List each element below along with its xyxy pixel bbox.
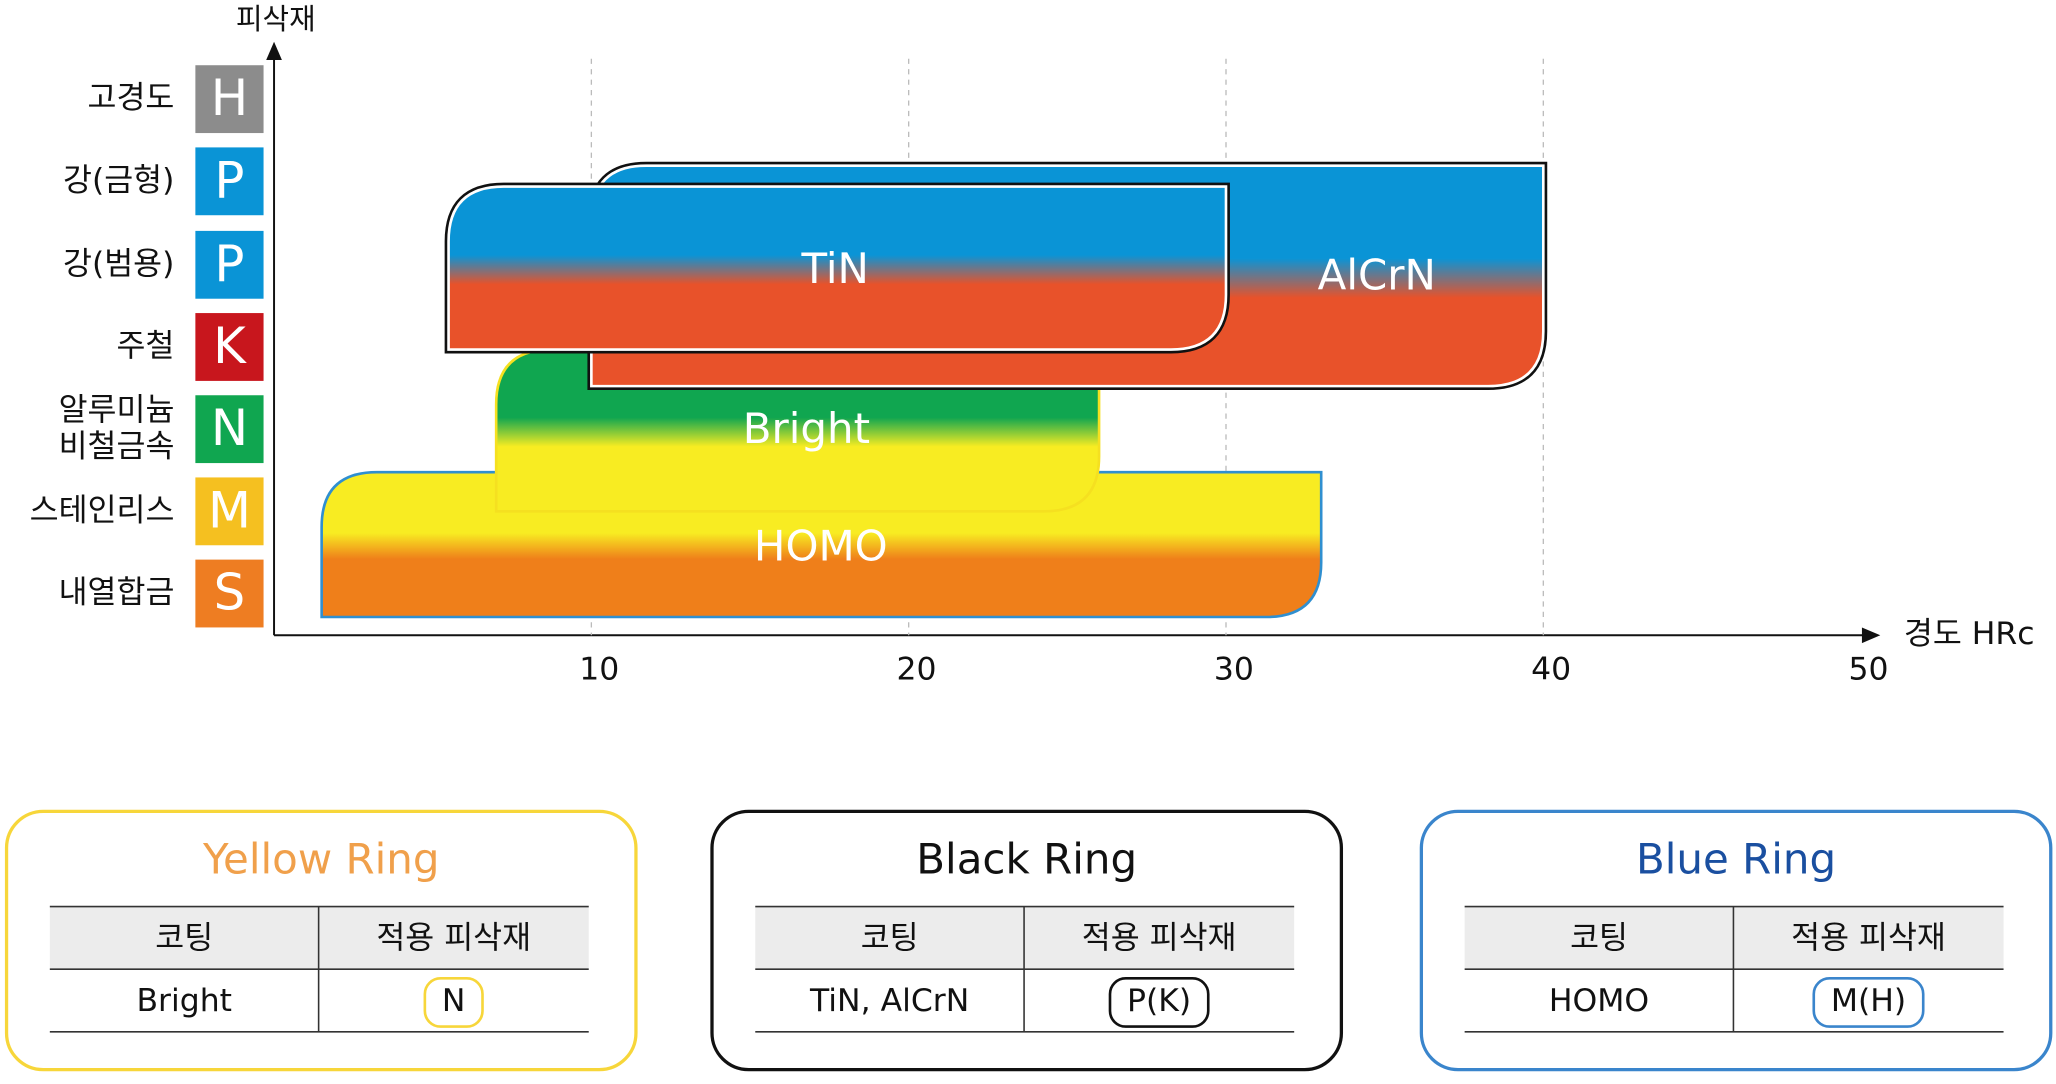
- value-pill: [1108, 977, 1210, 1028]
- row-label: 강(범용): [63, 246, 174, 282]
- y-axis-title: 피삭재: [236, 2, 316, 36]
- row-code-box: [195, 395, 264, 464]
- range-bar: [447, 185, 1228, 351]
- row-code-box: [195, 313, 264, 381]
- table-cell: M(H): [1831, 983, 1906, 1019]
- row-label: 강(금형): [63, 162, 174, 198]
- row-code-box: [195, 147, 264, 216]
- bar-label: TiN: [801, 244, 869, 293]
- table-cell: N: [442, 983, 466, 1019]
- bar-label: HOMO: [754, 522, 888, 571]
- x-tick-label: 40: [1531, 652, 1571, 688]
- row-code-box: [195, 65, 264, 134]
- x-tick-label: 10: [579, 652, 619, 688]
- row-code: H: [211, 69, 248, 127]
- row-code-box: [195, 559, 264, 628]
- x-arrow: [1861, 627, 1881, 644]
- ring-title: Black Ring: [916, 835, 1137, 884]
- table-cell: P(K): [1127, 983, 1191, 1019]
- table-header: 코팅: [861, 920, 919, 956]
- bar-label: AlCrN: [1318, 250, 1436, 299]
- row-label: 알루미늄: [59, 392, 175, 428]
- row-label: 스테인리스: [30, 492, 175, 528]
- row-code: P: [214, 152, 244, 210]
- row-code: S: [214, 564, 246, 622]
- table-cell: HOMO: [1549, 983, 1649, 1019]
- row-code: N: [211, 399, 248, 457]
- x-tick-label: 30: [1214, 652, 1254, 688]
- row-label: 고경도: [88, 80, 175, 116]
- table-header: 적용 피삭재: [376, 920, 531, 956]
- row-label: 내열합금: [59, 575, 175, 611]
- table-header: 적용 피삭재: [1082, 920, 1237, 956]
- table-cell: TiN, AlCrN: [809, 983, 969, 1019]
- y-arrow: [266, 41, 282, 61]
- row-code-box: [195, 477, 264, 546]
- value-pill: [423, 977, 484, 1028]
- ring-title: Yellow Ring: [202, 835, 440, 884]
- x-tick-label: 50: [1848, 652, 1888, 688]
- ring-title: Blue Ring: [1636, 835, 1836, 884]
- table-header: 코팅: [155, 920, 213, 956]
- table-header: 코팅: [1570, 920, 1628, 956]
- row-code: P: [214, 235, 244, 293]
- x-axis-title: 경도 HRc: [1904, 616, 2035, 652]
- table-cell: Bright: [136, 983, 231, 1019]
- bar-label: Bright: [743, 404, 870, 453]
- row-label: 비철금속: [59, 428, 175, 464]
- row-code: M: [208, 482, 251, 540]
- table-header: 적용 피삭재: [1791, 920, 1946, 956]
- row-code-box: [195, 230, 264, 299]
- x-tick-label: 20: [897, 652, 937, 688]
- row-label: 주철: [117, 328, 175, 364]
- row-code: K: [213, 317, 247, 375]
- value-pill: [1812, 977, 1925, 1028]
